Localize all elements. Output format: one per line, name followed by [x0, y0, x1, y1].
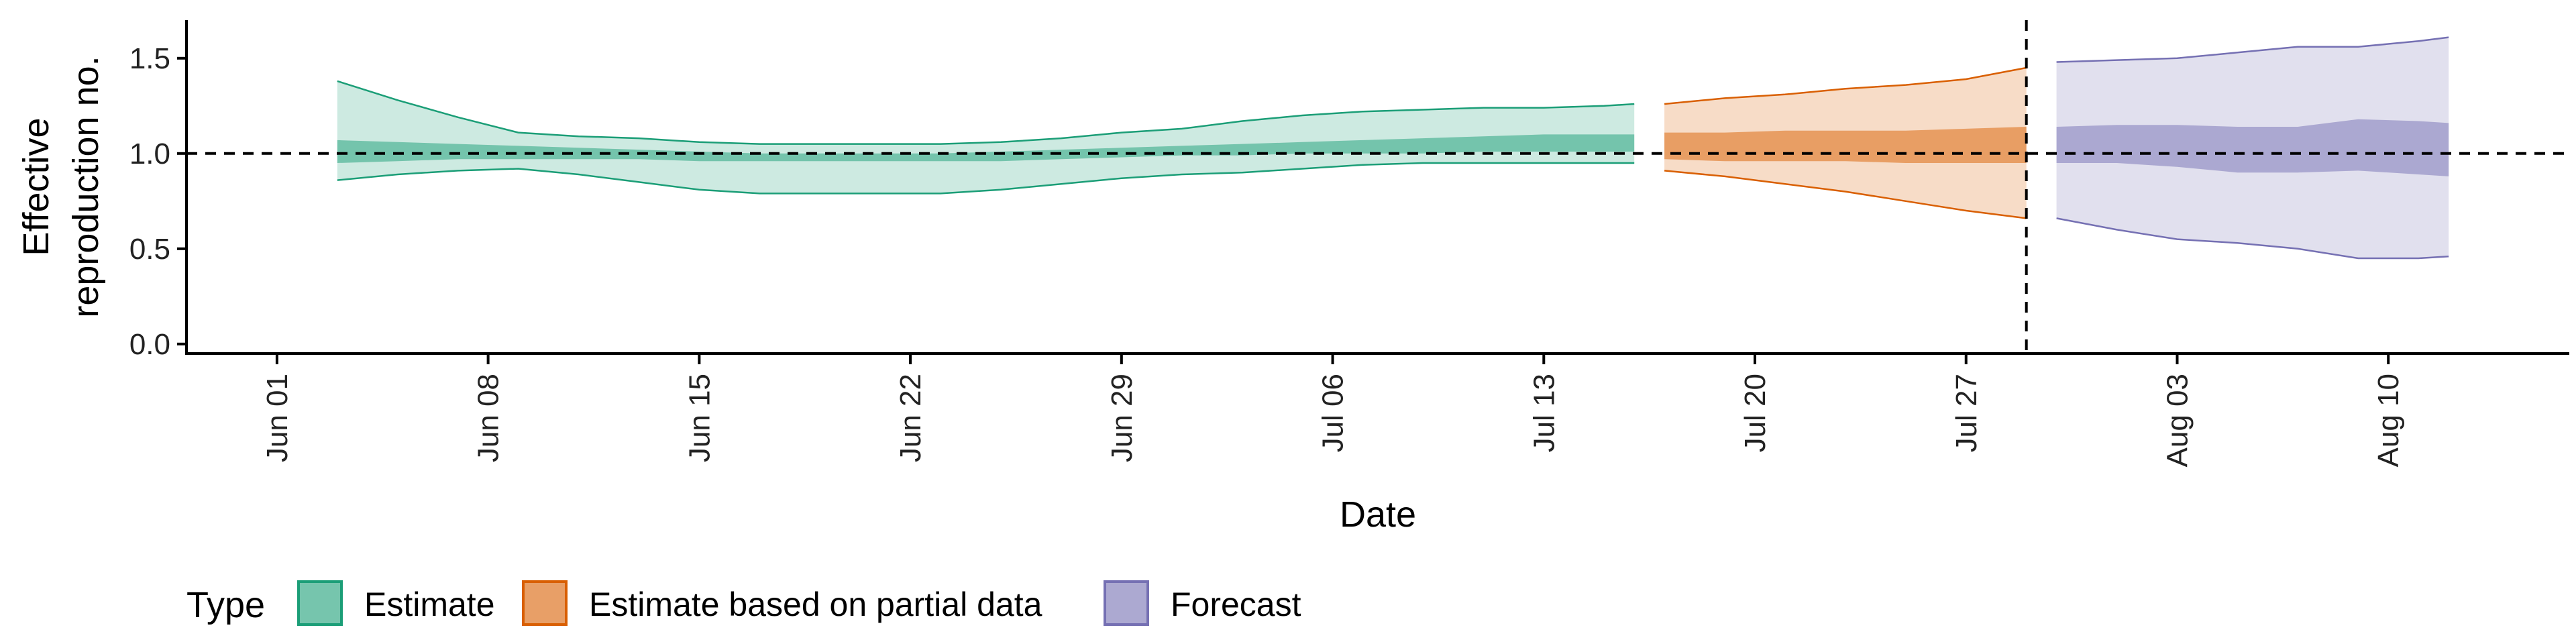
x-tick-label: Jun 15	[683, 374, 716, 462]
y-tick-label: 0.0	[129, 328, 170, 361]
legend: Type Estimate Estimate based on partial da…	[186, 580, 1301, 626]
legend-key-forecast	[1104, 580, 1149, 626]
x-tick-label: Jun 01	[261, 374, 294, 462]
x-tick-label: Aug 10	[2372, 374, 2405, 467]
x-ticks: Jun 01 Jun 08 Jun 15 Jun 22 Jun 29 Jul 06 Jul …	[261, 354, 2405, 467]
x-tick-label: Jul 20	[1739, 374, 1772, 452]
legend-label-forecast: Forecast	[1171, 586, 1301, 623]
legend-label-estimate-based-on-partial-data: Estimate based on partial data	[589, 586, 1042, 623]
band-edge-upper-estimate-based-on-partial-data	[1664, 66, 2027, 105]
band-edge-lower-estimate-based-on-partial-data	[1664, 170, 2027, 219]
y-tick-label: 1.5	[129, 42, 170, 75]
legend-key-estimate-based-on-partial-data	[522, 580, 568, 626]
x-tick-label: Jul 06	[1317, 374, 1350, 452]
y-axis-title-line1: Effective	[16, 117, 56, 256]
y-axis-title-line2: reproduction no.	[66, 56, 106, 317]
x-tick-label: Jul 27	[1950, 374, 1983, 452]
y-tick-label: 0.5	[129, 233, 170, 266]
x-axis-title: Date	[1340, 494, 1416, 535]
band-edge-upper-forecast	[2056, 36, 2449, 63]
axes	[185, 20, 2569, 355]
reference-lines	[186, 20, 2569, 354]
x-tick-label: Jun 08	[472, 374, 505, 462]
band-edge-upper-estimate	[337, 80, 1635, 145]
x-tick-label: Jul 13	[1527, 374, 1560, 452]
axis-titles: Date Effective reproduction no.	[16, 56, 1416, 535]
band-edge-lower-estimate	[337, 162, 1635, 195]
band-edge-lower-forecast	[2056, 217, 2449, 260]
band-outer-estimate	[337, 80, 1635, 194]
band-inner-forecast	[2056, 119, 2449, 176]
y-ticks: 0.0 0.5 1.0 1.5	[129, 42, 186, 361]
legend-title: Type	[186, 585, 265, 625]
x-tick-label: Jun 29	[1106, 374, 1138, 462]
x-tick-label: Aug 03	[2161, 374, 2194, 467]
legend-key-estimate	[297, 580, 343, 626]
x-tick-label: Jun 22	[894, 374, 927, 462]
y-tick-label: 1.0	[129, 138, 170, 170]
band-inner-estimate	[337, 134, 1635, 163]
legend-label-estimate: Estimate	[364, 586, 495, 623]
band-layer	[337, 36, 2449, 260]
